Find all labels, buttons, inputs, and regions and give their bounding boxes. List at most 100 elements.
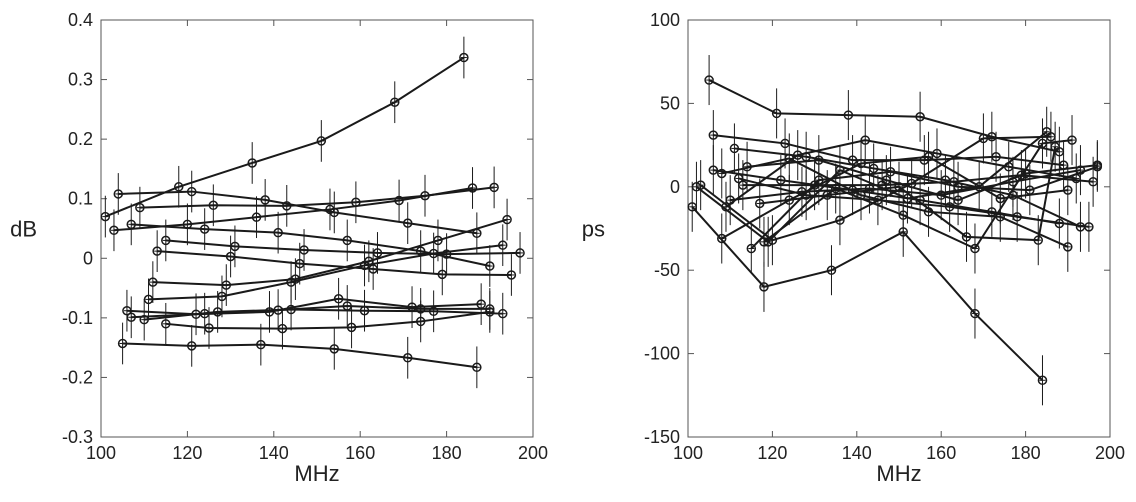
series-9 bbox=[122, 277, 486, 336]
x-tick-label: 120 bbox=[172, 443, 202, 463]
data-point bbox=[247, 158, 257, 168]
data-point bbox=[256, 339, 266, 350]
data-point bbox=[161, 319, 171, 329]
data-point bbox=[708, 130, 719, 140]
data-point bbox=[695, 180, 706, 190]
data-point bbox=[109, 225, 119, 236]
series-5 bbox=[152, 230, 517, 296]
data-point bbox=[182, 219, 193, 230]
data-point bbox=[502, 214, 512, 225]
y-tick-label: 50 bbox=[660, 93, 680, 113]
x-tick-label: 100 bbox=[673, 443, 703, 463]
y-tick-label: -0.3 bbox=[62, 427, 93, 447]
data-point bbox=[953, 195, 963, 205]
data-point bbox=[1033, 235, 1044, 245]
x-tick-label: 180 bbox=[1011, 443, 1041, 463]
data-point bbox=[199, 224, 210, 234]
y-tick-label: 100 bbox=[650, 10, 680, 30]
data-point bbox=[733, 173, 744, 184]
data-point bbox=[936, 190, 946, 200]
data-point bbox=[835, 215, 845, 225]
data-point bbox=[394, 195, 404, 206]
series-7 bbox=[148, 198, 512, 306]
x-tick-label: 180 bbox=[432, 443, 462, 463]
data-point bbox=[717, 168, 727, 179]
x-tick-label: 140 bbox=[842, 443, 872, 463]
data-point bbox=[814, 155, 824, 165]
data-point bbox=[826, 265, 837, 275]
data-point bbox=[135, 202, 145, 213]
y-tick-label: -0.1 bbox=[62, 308, 93, 328]
data-point bbox=[961, 232, 972, 242]
data-point bbox=[1075, 165, 1086, 175]
series-8 bbox=[695, 111, 1056, 266]
axes-frame bbox=[687, 19, 1111, 438]
data-point bbox=[428, 248, 439, 259]
data-point bbox=[372, 248, 383, 258]
data-point bbox=[485, 261, 495, 271]
y-tick-label: 0.2 bbox=[68, 129, 93, 149]
data-point bbox=[970, 243, 980, 254]
data-point bbox=[299, 245, 309, 255]
data-point bbox=[126, 312, 136, 323]
series-line bbox=[152, 218, 508, 287]
data-point bbox=[174, 182, 184, 192]
series-line bbox=[165, 239, 521, 256]
data-point bbox=[333, 294, 344, 304]
data-point bbox=[822, 190, 833, 200]
series-line bbox=[700, 135, 1051, 242]
data-point bbox=[991, 152, 1001, 162]
x-axis-label: MHz bbox=[294, 461, 339, 486]
data-point bbox=[286, 277, 296, 287]
series-line bbox=[122, 342, 477, 369]
right-panel-ps: 100 120 140 160 180 200 -150 -100 -50 0 50 100 MHz ps bbox=[582, 10, 1125, 486]
series-line bbox=[165, 310, 490, 330]
series-14 bbox=[717, 131, 1073, 264]
data-point bbox=[1037, 375, 1048, 386]
x-tick-label: 160 bbox=[926, 443, 956, 463]
data-point bbox=[978, 133, 989, 144]
data-point bbox=[100, 211, 111, 222]
x-tick-label: 200 bbox=[1095, 443, 1125, 463]
series-line bbox=[139, 186, 495, 209]
series-line bbox=[742, 174, 1094, 187]
y-tick-label: 0.3 bbox=[68, 70, 93, 90]
data-point bbox=[1050, 142, 1060, 152]
data-point bbox=[746, 243, 757, 254]
data-point bbox=[1063, 242, 1073, 252]
data-point bbox=[277, 323, 288, 334]
data-point bbox=[208, 200, 219, 211]
data-point bbox=[717, 233, 727, 244]
data-point bbox=[342, 235, 352, 246]
series-line bbox=[131, 223, 491, 268]
x-tick-label: 120 bbox=[757, 443, 787, 463]
series-8 bbox=[143, 224, 508, 321]
series-4 bbox=[109, 167, 478, 252]
series-6 bbox=[161, 219, 525, 275]
series-13 bbox=[117, 322, 482, 389]
y-tick-label: 0.4 bbox=[68, 10, 93, 30]
data-point bbox=[1012, 212, 1022, 222]
data-point bbox=[759, 282, 769, 292]
x-axis-label: MHz bbox=[876, 461, 921, 486]
y-tick-label: -50 bbox=[654, 260, 680, 280]
y-tick-label: -0.2 bbox=[62, 367, 93, 387]
series-line bbox=[721, 157, 1069, 248]
data-point bbox=[485, 307, 495, 317]
data-point bbox=[792, 150, 803, 160]
data-point bbox=[390, 97, 400, 107]
series-2 bbox=[135, 166, 499, 229]
y-tick-label: -150 bbox=[644, 427, 680, 447]
data-point bbox=[729, 143, 740, 154]
series-line bbox=[157, 250, 512, 276]
data-point bbox=[428, 306, 439, 317]
x-tick-label: 100 bbox=[86, 443, 116, 463]
data-point bbox=[273, 227, 283, 238]
series-line bbox=[691, 206, 1044, 381]
series-line bbox=[148, 244, 503, 301]
y-tick-label: 0.1 bbox=[68, 189, 93, 209]
data-point bbox=[441, 249, 452, 259]
y-axis-label: dB bbox=[10, 217, 37, 242]
data-point bbox=[316, 136, 327, 146]
